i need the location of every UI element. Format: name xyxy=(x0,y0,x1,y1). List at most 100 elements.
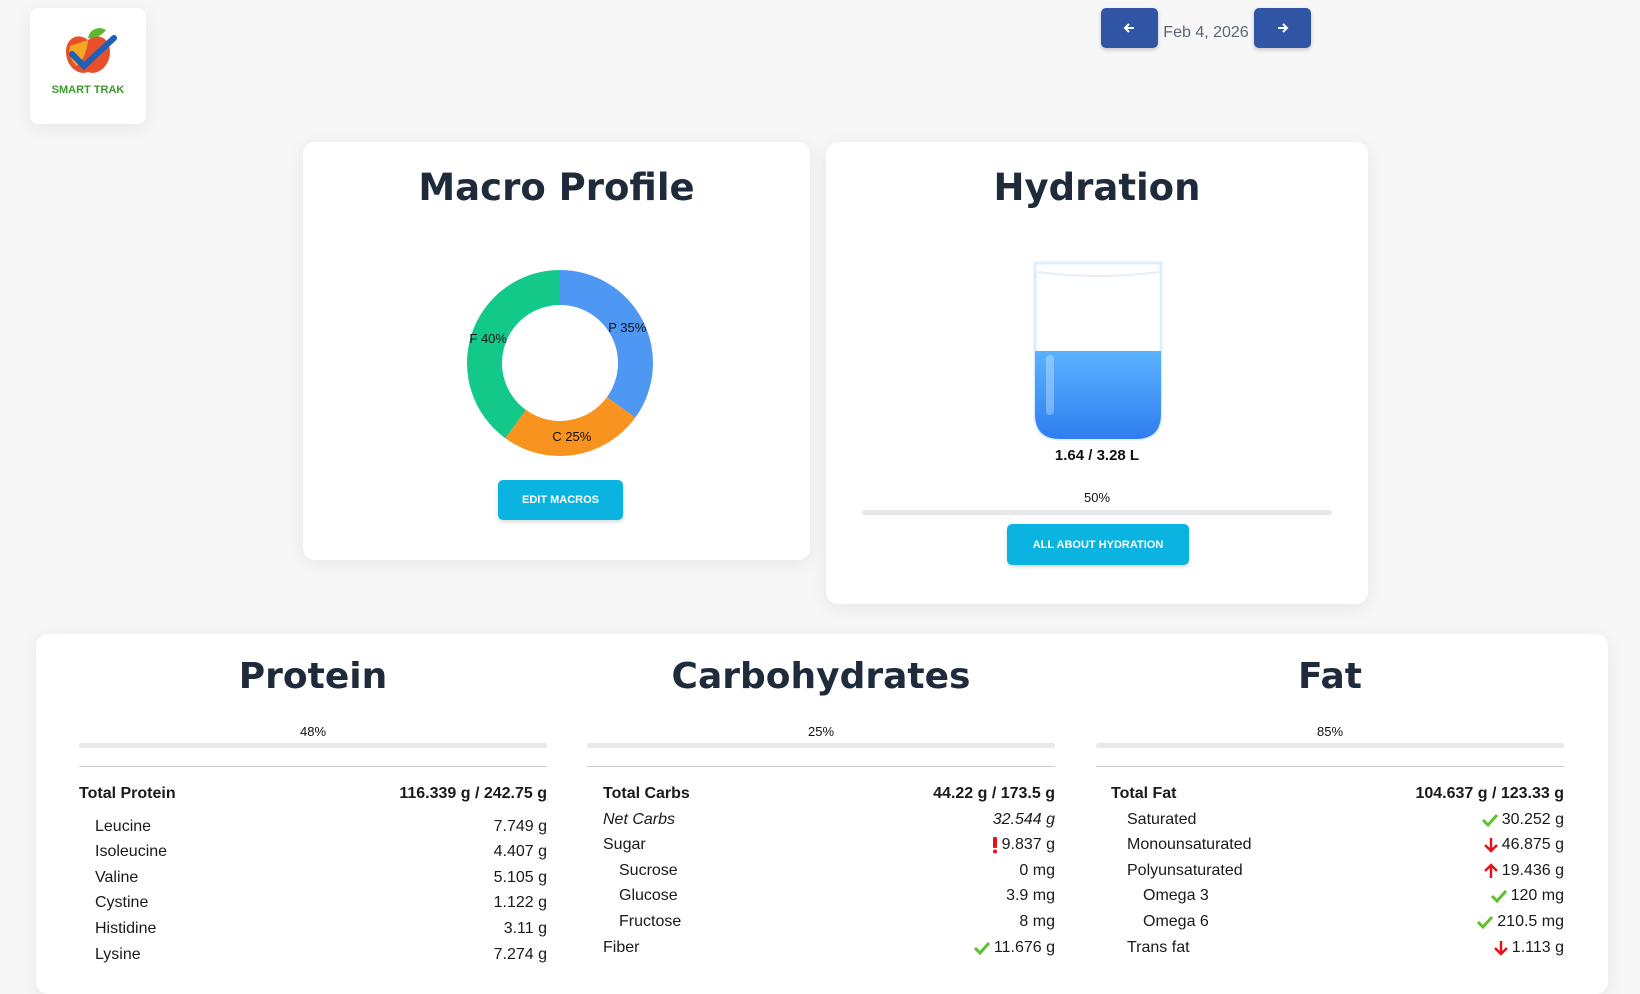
nutrient-row: Cystine 1.122 g xyxy=(79,891,547,915)
nutrient-name: Total Fat xyxy=(1111,785,1177,802)
edit-macros-button[interactable]: EDIT MACROS xyxy=(498,480,623,520)
nutrient-amount-box: 4.407 g xyxy=(494,843,547,861)
nutrient-amount: 0 mg xyxy=(1019,861,1055,879)
nutrient-name: Saturated xyxy=(1127,810,1197,828)
nutrient-column: Carbohydrates 25% Total Carbs 44.22 g / 173… xyxy=(587,634,1055,964)
water-shine xyxy=(1046,355,1054,415)
separator xyxy=(79,766,547,767)
nutrient-amount: 30.252 g xyxy=(1501,810,1564,828)
ok-icon xyxy=(1477,915,1494,930)
arrow-right-icon xyxy=(1278,23,1289,33)
nutrient-amount-box: 30.252 g xyxy=(1481,811,1564,829)
hydration-info-button[interactable]: ALL ABOUT HYDRATION xyxy=(1007,524,1189,565)
alert-icon xyxy=(992,837,997,854)
column-title: Carbohydrates xyxy=(671,656,971,697)
nutrient-amount: 46.875 g xyxy=(1501,836,1564,854)
high-icon xyxy=(1483,863,1498,878)
nutrient-name: Fiber xyxy=(603,938,640,956)
progress-label: 50% xyxy=(1083,490,1111,505)
nutrient-amount: 32.544 g xyxy=(992,810,1055,828)
nutrient-name: Net Carbs xyxy=(603,810,676,828)
nutrient-amount-box: 9.837 g xyxy=(991,836,1055,854)
nutrient-amount-box: 0 mg xyxy=(1019,862,1055,880)
nutrient-amount: 1.113 g xyxy=(1511,938,1564,956)
nutrient-amount-box: 7.274 g xyxy=(494,946,547,964)
nutrient-name: Leucine xyxy=(95,817,152,835)
progress-track xyxy=(1096,743,1564,748)
prev-day-button[interactable] xyxy=(1101,8,1158,48)
nutrient-amount-box: 104.637 g / 123.33 g xyxy=(1415,785,1564,803)
nutrient-row: Total Fat 104.637 g / 123.33 g xyxy=(1096,782,1564,806)
water-fill xyxy=(1035,351,1161,439)
progress-label: 48% xyxy=(299,724,327,739)
nutrient-column: Protein 48% Total Protein 116.339 g / 242.7… xyxy=(79,634,547,964)
nutrient-amount-box: 1.113 g xyxy=(1493,939,1564,957)
nutrient-amount: 5.105 g xyxy=(493,868,547,886)
nutrient-amount: 3.9 mg xyxy=(1006,887,1055,905)
nutrient-row: Monounsaturated 46.875 g xyxy=(1096,833,1564,857)
progress-track xyxy=(587,743,1055,748)
nutrient-row: Sucrose 0 mg xyxy=(587,859,1055,883)
nutrient-name: Sucrose xyxy=(619,861,678,879)
nutrient-amount-box: 11.676 g xyxy=(973,939,1055,957)
donut-chart: P 35% C 25% F 40% xyxy=(467,270,653,456)
nutrient-amount-box: 210.5 mg xyxy=(1476,913,1564,931)
nutrient-amount: 210.5 mg xyxy=(1497,913,1564,930)
nutrient-name: Omega 3 xyxy=(1143,887,1209,905)
nutrient-row: Leucine 7.749 g xyxy=(79,815,547,839)
nutrient-amount-box: 19.436 g xyxy=(1483,862,1564,880)
nutrient-name: Total Carbs xyxy=(603,785,690,802)
nutrient-amount-box: 5.105 g xyxy=(494,869,547,887)
nutrient-row: Omega 6 210.5 mg xyxy=(1096,910,1564,934)
nutrient-name: Valine xyxy=(95,868,139,886)
nutrient-row: Omega 3 120 mg xyxy=(1096,884,1564,908)
nutrient-amount: 8 mg xyxy=(1019,913,1055,930)
next-day-button[interactable] xyxy=(1254,8,1311,48)
nutrient-row: Net Carbs 32.544 g xyxy=(587,808,1055,832)
nutrient-row: Glucose 3.9 mg xyxy=(587,884,1055,908)
donut-label: C 25% xyxy=(552,429,591,444)
ok-icon xyxy=(973,941,991,955)
donut-label: F 40% xyxy=(469,331,507,346)
nutrient-amount-box: 7.749 g xyxy=(494,818,547,836)
nutrient-row: Saturated 30.252 g xyxy=(1096,808,1564,832)
nutrient-name: Glucose xyxy=(619,887,678,905)
nutrient-name: Cystine xyxy=(95,894,149,912)
progress-track xyxy=(862,510,1332,515)
nutrient-amount: 120 mg xyxy=(1510,887,1564,905)
nutrient-row: Sugar 9.837 g xyxy=(587,833,1055,857)
column-title: Protein xyxy=(238,656,388,697)
progress-label: 85% xyxy=(1316,724,1344,739)
nutrient-name: Polyunsaturated xyxy=(1127,861,1243,879)
nutrient-name: Lysine xyxy=(95,945,141,963)
nutrient-row: Trans fat 1.113 g xyxy=(1096,936,1564,960)
logo[interactable]: SMART TRAK xyxy=(30,8,146,124)
nutrient-amount: 11.676 g xyxy=(993,938,1055,956)
nutrient-amount-box: 8 mg xyxy=(1019,913,1055,931)
low-icon xyxy=(1483,838,1498,853)
nutrient-row: Total Carbs 44.22 g / 173.5 g xyxy=(587,782,1055,806)
nutrient-amount-box: 3.11 g xyxy=(504,920,547,938)
nutrient-amount-box: 120 mg xyxy=(1490,887,1564,905)
low-icon xyxy=(1493,940,1508,956)
separator xyxy=(1096,766,1564,767)
nutrient-row: Fiber 11.676 g xyxy=(587,936,1055,960)
nutrient-row: Valine 5.105 g xyxy=(79,866,547,890)
logo-icon: SMART TRAK xyxy=(52,28,124,96)
nutrient-name: Isoleucine xyxy=(95,843,168,861)
nutrient-row: Polyunsaturated 19.436 g xyxy=(1096,859,1564,883)
progress-track xyxy=(79,743,547,748)
nutrient-amount-box: 32.544 g xyxy=(993,811,1055,829)
donut-label: P 35% xyxy=(608,320,647,335)
nutrients-card: Protein 48% Total Protein 116.339 g / 242.7… xyxy=(36,634,1608,994)
nutrient-amount: 4.407 g xyxy=(493,843,547,861)
donut-segment xyxy=(467,270,560,439)
nutrient-row: Total Protein 116.339 g / 242.75 g xyxy=(79,782,547,806)
nutrient-amount: 3.11 g xyxy=(503,920,547,937)
nutrient-name: Sugar xyxy=(603,836,646,854)
nutrient-amount: 7.749 g xyxy=(493,817,547,835)
nutrient-amount: 104.637 g / 123.33 g xyxy=(1415,785,1564,802)
nutrient-name: Fructose xyxy=(619,913,682,930)
nutrient-name: Histidine xyxy=(95,920,157,937)
water-glass xyxy=(1033,261,1163,441)
